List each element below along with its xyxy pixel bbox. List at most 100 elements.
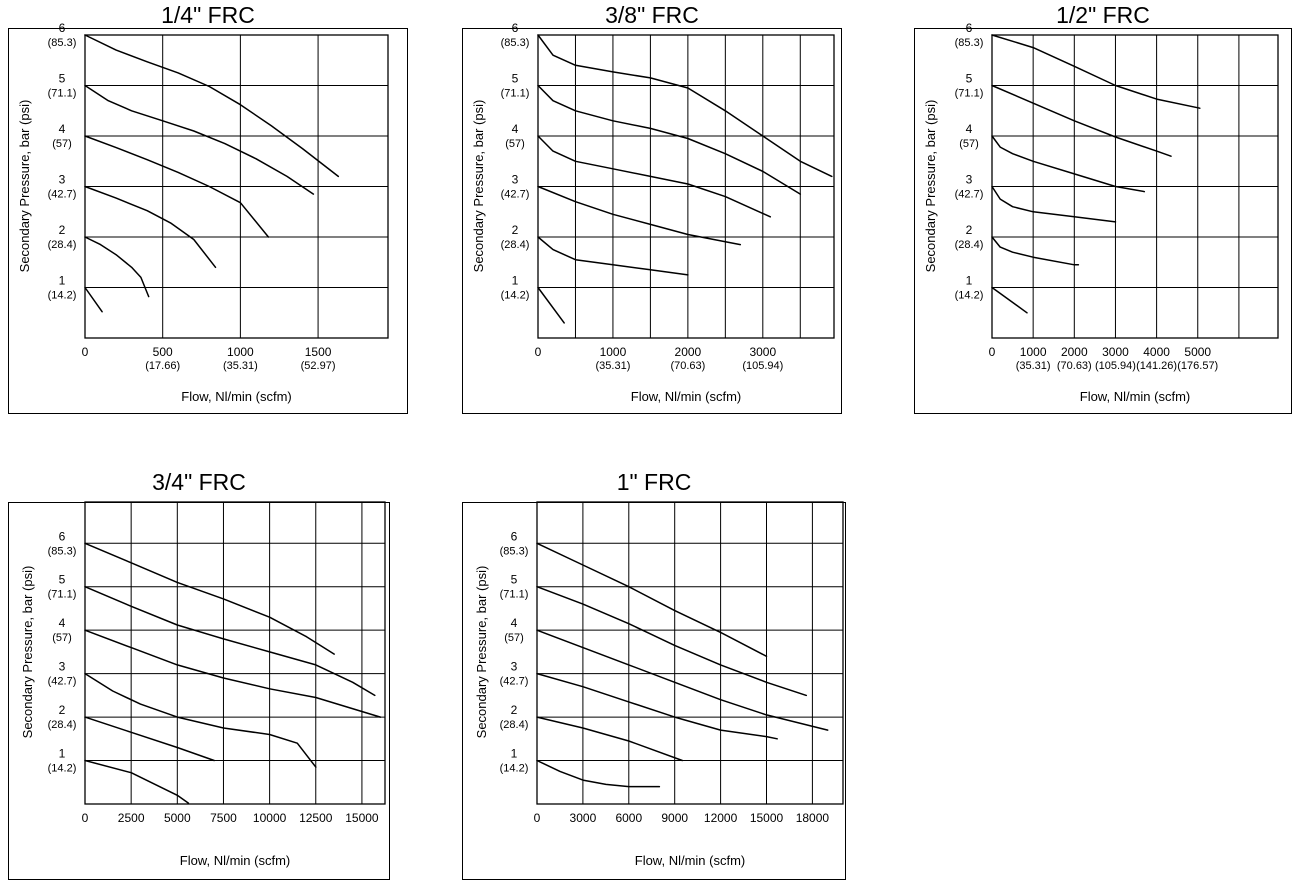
y-axis-label: Secondary Pressure, bar (psi) [20, 566, 35, 739]
y-tick-label: 3 [512, 173, 519, 187]
series-line [537, 236, 689, 276]
y-tick-sublabel: (71.1) [48, 589, 77, 601]
y-tick-label: 4 [966, 122, 973, 136]
y-tick-label: 6 [512, 21, 519, 35]
y-tick-label: 6 [59, 21, 66, 35]
x-tick-sublabel: (35.31) [223, 360, 258, 372]
series-line [84, 236, 150, 298]
y-tick-label: 2 [59, 703, 66, 717]
y-tick-sublabel: (71.1) [501, 88, 530, 100]
y-tick-sublabel: (28.4) [48, 719, 77, 731]
x-tick-label: 0 [82, 345, 89, 359]
x-tick-label: 15000 [750, 811, 784, 825]
series-line [84, 759, 190, 804]
y-tick-label: 1 [966, 274, 973, 288]
chart-title: 3/8" FRC [605, 2, 699, 28]
x-tick-label: 3000 [749, 345, 776, 359]
x-tick-label: 4000 [1143, 345, 1170, 359]
y-tick-sublabel: (71.1) [48, 88, 77, 100]
chart-frame [462, 28, 842, 414]
y-tick-label: 5 [966, 72, 973, 86]
y-tick-label: 5 [59, 72, 66, 86]
chart-panel-2: 3/8" FRC 0 1000 (35.31) 2000 (70.63) 3000 (105… [462, 0, 842, 414]
y-tick-label: 1 [59, 274, 66, 288]
x-tick-label: 3000 [570, 811, 597, 825]
x-tick-sublabel: (35.31) [1016, 360, 1051, 372]
series-line [536, 716, 684, 762]
x-axis-label: Flow, Nl/min (scfm) [180, 853, 291, 868]
y-tick-sublabel: (85.3) [48, 37, 77, 49]
x-tick-label: 5000 [1184, 345, 1211, 359]
y-tick-sublabel: (14.2) [48, 763, 77, 775]
series-line [84, 542, 335, 655]
chart-svg: 0 500(17.66) 1000(35.31) 1500(52.97) 1 (14.2)… [17, 21, 389, 404]
x-tick-sublabel: (70.63) [670, 360, 705, 372]
y-tick-sublabel: (71.1) [500, 589, 529, 601]
y-tick-sublabel: (57) [52, 632, 72, 644]
y-tick-sublabel: (14.2) [955, 290, 984, 302]
x-tick-sublabel: (141.26) [1136, 360, 1177, 372]
series-line [536, 542, 768, 658]
y-tick-label: 5 [511, 573, 518, 587]
y-tick-sublabel: (14.2) [48, 290, 77, 302]
y-tick-label: 6 [511, 529, 518, 543]
x-tick-label: 0 [535, 345, 542, 359]
series-line [991, 84, 1172, 157]
x-tick-sublabel: (70.63) [1057, 360, 1092, 372]
chart-svg: 0 3000 6000 9000 12000 15000 18000 1 (14.2) 2 (28.… [474, 501, 844, 868]
chart-title: 1/4" FRC [161, 2, 255, 28]
x-tick-sublabel: (17.66) [145, 360, 180, 372]
x-axis-label: Flow, Nl/min (scfm) [181, 389, 292, 404]
x-tick-sublabel: (52.97) [301, 360, 336, 372]
y-tick-sublabel: (14.2) [501, 290, 530, 302]
y-tick-label: 2 [966, 223, 973, 237]
y-tick-label: 6 [966, 21, 973, 35]
x-tick-label: 12000 [704, 811, 738, 825]
series-line [537, 185, 742, 246]
y-tick-sublabel: (42.7) [501, 189, 530, 201]
series-line [84, 135, 270, 238]
x-tick-label: 18000 [796, 811, 830, 825]
chart-panel-5: 1" FRC 0 3000 6000 9000 12000 15000 18000 1 (14.… [462, 460, 846, 880]
series-line [537, 34, 833, 178]
x-tick-label: 1000 [1020, 345, 1047, 359]
y-tick-sublabel: (57) [505, 138, 525, 150]
x-tick-sublabel: (176.57) [1177, 360, 1218, 372]
y-tick-label: 2 [59, 223, 66, 237]
y-tick-sublabel: (42.7) [955, 189, 984, 201]
y-tick-sublabel: (14.2) [500, 763, 529, 775]
x-tick-label: 12500 [299, 811, 333, 825]
y-tick-sublabel: (28.4) [501, 239, 530, 251]
series-line [537, 135, 772, 218]
y-tick-label: 4 [512, 122, 519, 136]
y-tick-sublabel: (57) [504, 632, 524, 644]
y-tick-label: 2 [511, 703, 518, 717]
chart-title: 1" FRC [616, 469, 692, 495]
x-tick-label: 0 [82, 811, 89, 825]
x-tick-label: 2500 [118, 811, 145, 825]
series-line [536, 672, 778, 740]
y-tick-label: 1 [59, 747, 66, 761]
series-line [991, 34, 1201, 109]
chart-svg: 0 2500 5000 7500 10000 12500 15000 1 (14.2) 2 (28.… [20, 501, 386, 868]
x-tick-label: 2000 [675, 345, 702, 359]
plot-area [536, 501, 844, 805]
chart-title: 1/2" FRC [1056, 2, 1150, 28]
y-axis-label: Secondary Pressure, bar (psi) [474, 566, 489, 739]
series-line [84, 629, 382, 718]
y-tick-label: 1 [512, 274, 519, 288]
series-line [84, 84, 315, 195]
y-tick-label: 3 [966, 173, 973, 187]
series-line [84, 286, 103, 313]
y-axis-label: Secondary Pressure, bar (psi) [923, 100, 938, 273]
y-tick-sublabel: (85.3) [501, 37, 530, 49]
series-line [84, 716, 215, 762]
chart-panel-3: 1/2" FRC 0 1000 (35.31) 2000 (70.63) 3000 (105… [914, 0, 1292, 414]
chart-svg: 0 1000(35.31) 2000(70.63) 3000(105.94) 1 (14.… [471, 21, 835, 404]
y-tick-sublabel: (71.1) [955, 88, 984, 100]
series-line [536, 629, 829, 731]
chart-panel-1: 1/4" FRC 0 500 (17.66) 1000 (35.31) 1500 (52.9… [8, 0, 408, 414]
y-tick-label: 4 [59, 616, 66, 630]
series-line [991, 286, 1028, 314]
x-tick-sublabel: (105.94) [1095, 360, 1136, 372]
